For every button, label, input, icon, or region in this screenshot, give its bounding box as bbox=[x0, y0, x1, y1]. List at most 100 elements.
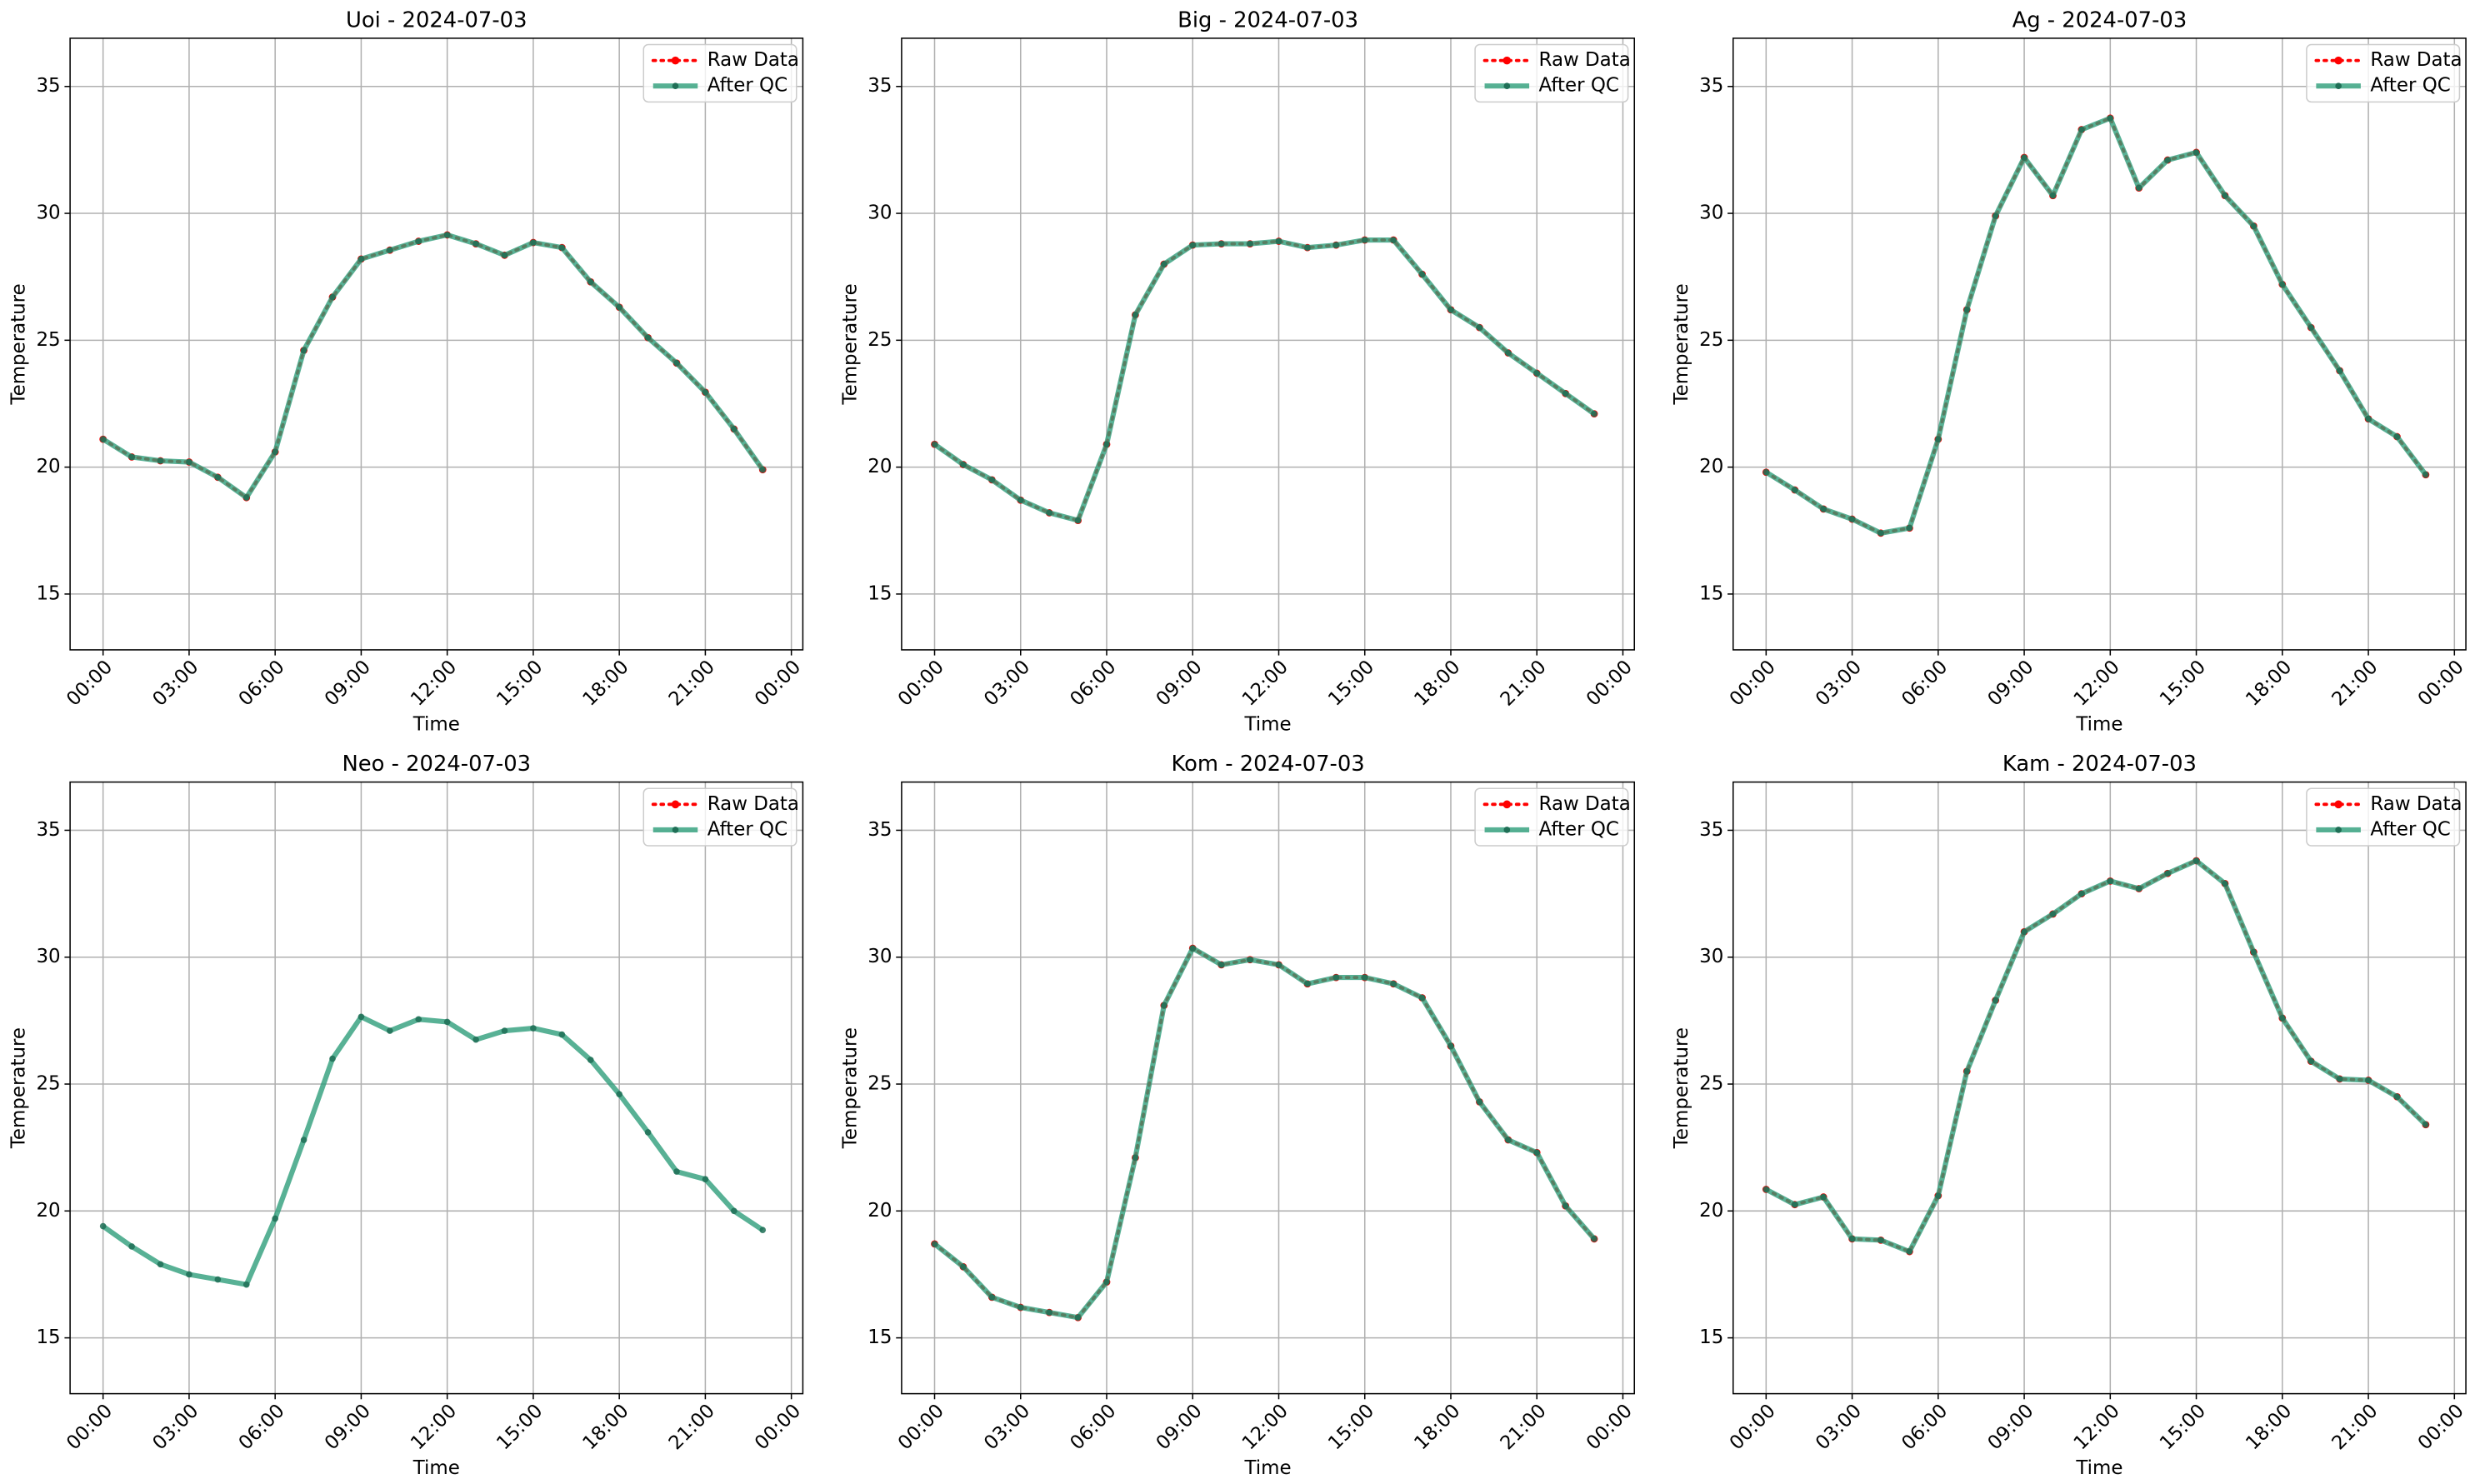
qc-point bbox=[2308, 1057, 2315, 1065]
x-tick-label: 03:00 bbox=[980, 1400, 1034, 1454]
x-tick-label: 18:00 bbox=[579, 1400, 633, 1454]
y-tick-label: 15 bbox=[36, 582, 60, 604]
x-axis-label: Time bbox=[2075, 1457, 2122, 1479]
legend-label: Raw Data bbox=[1539, 793, 1631, 815]
x-tick-label: 03:00 bbox=[148, 1400, 202, 1454]
axes-frame bbox=[901, 781, 1636, 1395]
qc-point bbox=[2107, 877, 2114, 885]
x-tick-label: 21:00 bbox=[2328, 657, 2382, 711]
qc-point bbox=[2049, 192, 2057, 199]
qc-point bbox=[2250, 948, 2258, 956]
qc-point bbox=[2422, 471, 2429, 478]
subplot-title: Kam - 2024-07-03 bbox=[2002, 752, 2197, 777]
qc-point bbox=[387, 1027, 393, 1034]
legend-label: Raw Data bbox=[708, 49, 799, 71]
x-axis-label: Time bbox=[2075, 713, 2122, 735]
qc-point bbox=[1878, 529, 1884, 537]
x-tick-label: 03:00 bbox=[980, 657, 1034, 711]
qc-point bbox=[931, 1241, 938, 1247]
qc-point bbox=[616, 1091, 622, 1098]
x-tick-label: 09:00 bbox=[1152, 1400, 1207, 1454]
qc-point bbox=[702, 1176, 709, 1183]
qc-point bbox=[673, 359, 680, 367]
y-tick-label: 30 bbox=[1699, 946, 1723, 967]
x-tick-label: 09:00 bbox=[1983, 657, 2038, 711]
x-tick-label: 06:00 bbox=[1898, 1400, 1952, 1454]
qc-line bbox=[932, 946, 1597, 1321]
qc-point bbox=[1332, 242, 1340, 248]
y-axis-label: Temperature bbox=[1671, 283, 1692, 405]
qc-point bbox=[988, 1294, 996, 1301]
x-tick-label: 00:00 bbox=[2414, 657, 2468, 711]
x-tick-label: 18:00 bbox=[1410, 657, 1464, 711]
legend-swatch-marker bbox=[672, 827, 679, 833]
qc-point bbox=[443, 1018, 451, 1026]
y-tick-label: 25 bbox=[1699, 1073, 1723, 1095]
subplot-title: Uoi - 2024-07-03 bbox=[346, 7, 527, 32]
qc-point bbox=[759, 1227, 767, 1233]
qc-point bbox=[272, 1215, 278, 1222]
legend-label: Raw Data bbox=[2370, 793, 2462, 815]
x-tick-label: 18:00 bbox=[2242, 657, 2296, 711]
qc-point bbox=[2278, 281, 2286, 288]
qc-point bbox=[329, 1055, 336, 1062]
axes-frame bbox=[69, 37, 804, 651]
plot-area bbox=[70, 782, 803, 1394]
subplot-title: Big - 2024-07-03 bbox=[1178, 7, 1358, 32]
legend-label: After QC bbox=[708, 75, 788, 97]
legend-swatch-marker bbox=[2335, 82, 2342, 90]
x-tick-label: 12:00 bbox=[2070, 657, 2124, 711]
qc-point bbox=[530, 239, 537, 246]
qc-point bbox=[1504, 349, 1512, 357]
axes-frame bbox=[69, 781, 804, 1395]
x-tick-label: 21:00 bbox=[1497, 657, 1551, 711]
legend-swatch-marker bbox=[672, 82, 679, 90]
y-tick-label: 20 bbox=[868, 456, 892, 477]
x-tick-label: 18:00 bbox=[579, 657, 633, 711]
x-tick-label: 12:00 bbox=[1238, 1400, 1292, 1454]
legend-label: After QC bbox=[708, 818, 788, 840]
qc-point bbox=[329, 293, 336, 301]
qc-point bbox=[242, 1281, 250, 1288]
qc-point bbox=[730, 1207, 738, 1215]
y-axis-label: Temperature bbox=[1671, 1027, 1692, 1149]
qc-point bbox=[1533, 1149, 1541, 1157]
qc-line bbox=[1764, 857, 2428, 1255]
qc-point bbox=[1017, 497, 1024, 504]
y-tick-label: 20 bbox=[1699, 1200, 1723, 1222]
subplot-title: Kom - 2024-07-03 bbox=[1171, 752, 1364, 777]
qc-point bbox=[1791, 487, 1798, 493]
qc-point bbox=[2192, 857, 2200, 864]
legend-swatch-marker bbox=[1503, 827, 1511, 833]
plot-area bbox=[1732, 782, 2467, 1394]
qc-point bbox=[2222, 880, 2228, 887]
qc-point bbox=[1361, 237, 1368, 243]
x-axis-label: Time bbox=[1244, 713, 1292, 735]
y-axis-label: Temperature bbox=[8, 283, 29, 405]
plot-area bbox=[901, 37, 1635, 650]
x-tick-label: 21:00 bbox=[1497, 1400, 1551, 1454]
qc-point bbox=[1591, 1235, 1598, 1242]
legend-swatch-marker bbox=[671, 800, 680, 809]
x-tick-label: 06:00 bbox=[1898, 657, 1952, 711]
x-tick-label: 12:00 bbox=[407, 657, 461, 711]
legend-swatch-marker bbox=[2334, 56, 2342, 65]
y-tick-label: 15 bbox=[868, 582, 892, 604]
qc-point bbox=[1992, 212, 1999, 219]
x-tick-label: 09:00 bbox=[1152, 657, 1207, 711]
legend-label: Raw Data bbox=[2370, 49, 2462, 71]
y-tick-label: 35 bbox=[868, 819, 892, 841]
qc-point bbox=[99, 1222, 107, 1230]
qc-point bbox=[2135, 184, 2142, 192]
qc-point bbox=[1390, 980, 1397, 987]
qc-point bbox=[2049, 911, 2057, 917]
qc-point bbox=[1791, 1201, 1798, 1208]
qc-point bbox=[472, 240, 479, 247]
x-tick-label: 09:00 bbox=[321, 1400, 375, 1454]
qc-point bbox=[1476, 324, 1483, 331]
x-tick-label: 12:00 bbox=[2070, 1400, 2124, 1454]
x-tick-label: 18:00 bbox=[1410, 1400, 1464, 1454]
qc-point bbox=[702, 388, 709, 396]
qc-point bbox=[2107, 115, 2114, 122]
qc-point bbox=[2393, 1093, 2401, 1101]
